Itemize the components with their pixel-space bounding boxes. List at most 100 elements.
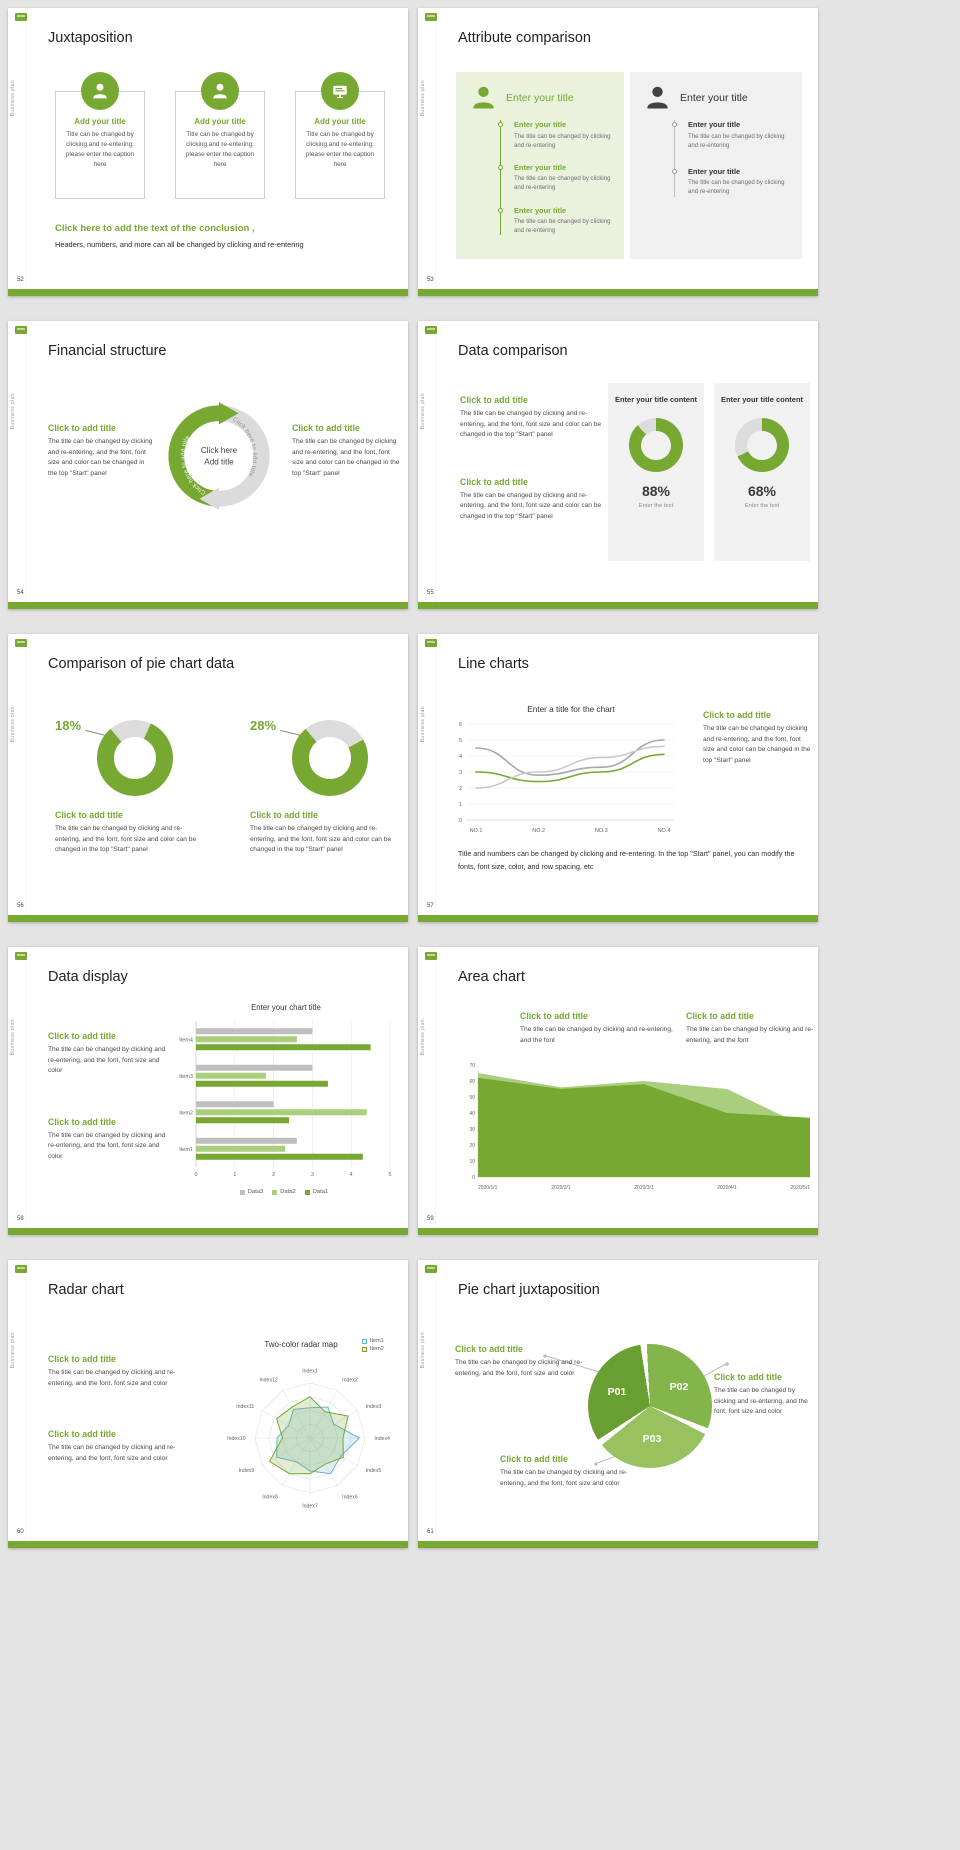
slide-title: Radar chart [48, 1282, 124, 1298]
block-title: Click to add title [714, 1372, 782, 1382]
block-title: Click to add title [455, 1344, 523, 1354]
text-blocks: Click to add title The title can be chan… [48, 1031, 168, 1202]
block-body: The title can be changed by clicking and… [292, 438, 400, 477]
svg-text:30: 30 [469, 1127, 475, 1133]
slide-title: Attribute comparison [458, 30, 591, 46]
slide-59: Business plan Area chart Click to add ti… [418, 947, 818, 1235]
page-number: 54 [17, 590, 24, 596]
slide-53: Business plan Attribute comparison Enter… [418, 8, 818, 296]
svg-text:40: 40 [469, 1111, 475, 1117]
svg-text:2020/5/1: 2020/5/1 [791, 1185, 811, 1191]
slide-57: Business plan Line charts Enter a title … [418, 634, 818, 922]
block-body: The title can be changed by clicking and… [48, 1369, 176, 1387]
person-icon [644, 84, 671, 111]
svg-text:2020/3/1: 2020/3/1 [634, 1185, 654, 1191]
svg-text:Index4: Index4 [374, 1436, 390, 1442]
bullet-circle-icon [497, 164, 503, 170]
page-number: 60 [17, 1529, 24, 1535]
bottom-accent-strip [418, 1541, 818, 1548]
item-title: Enter your title [514, 162, 567, 172]
legend-label: Item2 [370, 1346, 384, 1352]
list-item: Enter your title The title can be change… [497, 162, 614, 193]
block-title: Click to add title [48, 1031, 116, 1041]
slide-title: Data display [48, 969, 128, 985]
card-caption: Enter the text [744, 503, 780, 510]
block-title: Click to add title [292, 423, 360, 433]
block-body: The title can be changed by clicking and… [55, 825, 197, 854]
svg-text:NO.4: NO.4 [658, 828, 671, 834]
side-rule [435, 8, 436, 289]
conclusion: Click here to add the text of the conclu… [55, 223, 385, 249]
block-title: Click to add title [686, 1011, 754, 1021]
item-body: The title can be changed by clicking and… [688, 132, 785, 149]
block-title: Click to add title [48, 1116, 116, 1127]
side-rule [435, 947, 436, 1228]
svg-text:70: 70 [469, 1063, 475, 1069]
panel-title: Enter your title [680, 91, 748, 104]
panel-header: Enter your title [470, 84, 614, 111]
item-body: The title can be changed by clicking and… [514, 175, 611, 192]
radar-chart: Index1 Index2 Index3 Index4 Index5 Index6 Inde… [227, 1369, 390, 1510]
slide-61: Business plan Pie chart juxtaposition P0… [418, 1260, 818, 1548]
block-body: The title can be changed by clicking and… [48, 438, 153, 477]
list-item: Enter your title The title can be change… [497, 120, 614, 150]
item-body: The title can be changed by clicking and… [688, 179, 785, 196]
cycle-diagram: Click here to add title Click here to ad… [168, 402, 270, 510]
svg-text:NO.2: NO.2 [532, 828, 545, 834]
logo-icon [15, 639, 27, 647]
block-body: The title can be changed by clicking and… [703, 725, 811, 764]
block-title: Click to add title [48, 1429, 116, 1440]
block-title: Click to add title [500, 1454, 568, 1464]
slide-56: Business plan Comparison of pie chart da… [8, 634, 408, 922]
feature-card: Add your title Title can be changed by c… [295, 72, 385, 199]
svg-text:NO.1: NO.1 [470, 828, 483, 834]
svg-text:2020/2/1: 2020/2/1 [551, 1185, 571, 1191]
text-block-bottom: Click to add title The title can be chan… [500, 1454, 632, 1489]
block-body: The title can be changed by clicking and… [460, 410, 602, 439]
stat-cards: Enter your title content 88% Enter the t… [608, 383, 810, 561]
business-plan-side-label: Business plan [420, 393, 426, 430]
slide-title: Pie chart juxtaposition [458, 1282, 600, 1298]
svg-text:0: 0 [459, 818, 462, 824]
block-title: Click to add title [460, 476, 528, 487]
feature-card: Add your title Title can be changed by c… [55, 72, 145, 199]
item-title: Enter your title [688, 166, 741, 176]
svg-text:2020/4/1: 2020/4/1 [717, 1185, 737, 1191]
card-title: Add your title [74, 117, 126, 126]
legend-swatch [304, 1189, 310, 1195]
legend-item: Item1 [362, 1338, 384, 1344]
bottom-accent-strip [8, 915, 408, 922]
pie-label: P03 [642, 1433, 662, 1445]
svg-text:Index11: Index11 [236, 1404, 254, 1410]
bullet-circle-icon [497, 122, 503, 127]
business-plan-side-label: Business plan [10, 1332, 16, 1369]
svg-text:2020/1/1: 2020/1/1 [478, 1185, 498, 1191]
logo-icon [425, 952, 437, 960]
footer-note: Title and numbers can be changed by clic… [458, 849, 795, 871]
bullet-circle-icon [497, 207, 503, 213]
donut-group: 18% Click to add title The title can be … [55, 716, 205, 856]
logo-icon [425, 326, 437, 334]
logo-icon [425, 13, 437, 21]
feature-card: Add your title Title can be changed by c… [175, 72, 265, 199]
logo-icon [15, 1265, 27, 1273]
page-number: 58 [17, 1216, 24, 1222]
block-title: Click to add title [520, 1011, 588, 1021]
feature-cards: Add your title Title can be changed by c… [55, 72, 385, 199]
conclusion-body: Headers, numbers, and more can all be ch… [55, 240, 304, 249]
block-body: The title can be changed by clicking and… [250, 825, 392, 854]
svg-text:5: 5 [388, 1172, 391, 1178]
side-rule [25, 1260, 26, 1541]
side-rule [435, 1260, 436, 1541]
legend-item: Item2 [362, 1346, 384, 1352]
block-body: The title can be changed by clicking and… [48, 1444, 176, 1462]
card-header: Enter your title content [614, 395, 698, 404]
svg-text:0: 0 [194, 1172, 197, 1178]
person-icon [81, 72, 119, 110]
chart-title: Enter your chart title [251, 1003, 321, 1012]
comparison-panel-right: Enter your title Enter your title The ti… [630, 72, 802, 259]
text-block: Click to add title The title can be chan… [55, 810, 205, 856]
svg-text:Index5: Index5 [366, 1468, 382, 1474]
text-block: Click to add title The title can be chan… [48, 1429, 190, 1464]
slide-title: Area chart [458, 969, 525, 985]
